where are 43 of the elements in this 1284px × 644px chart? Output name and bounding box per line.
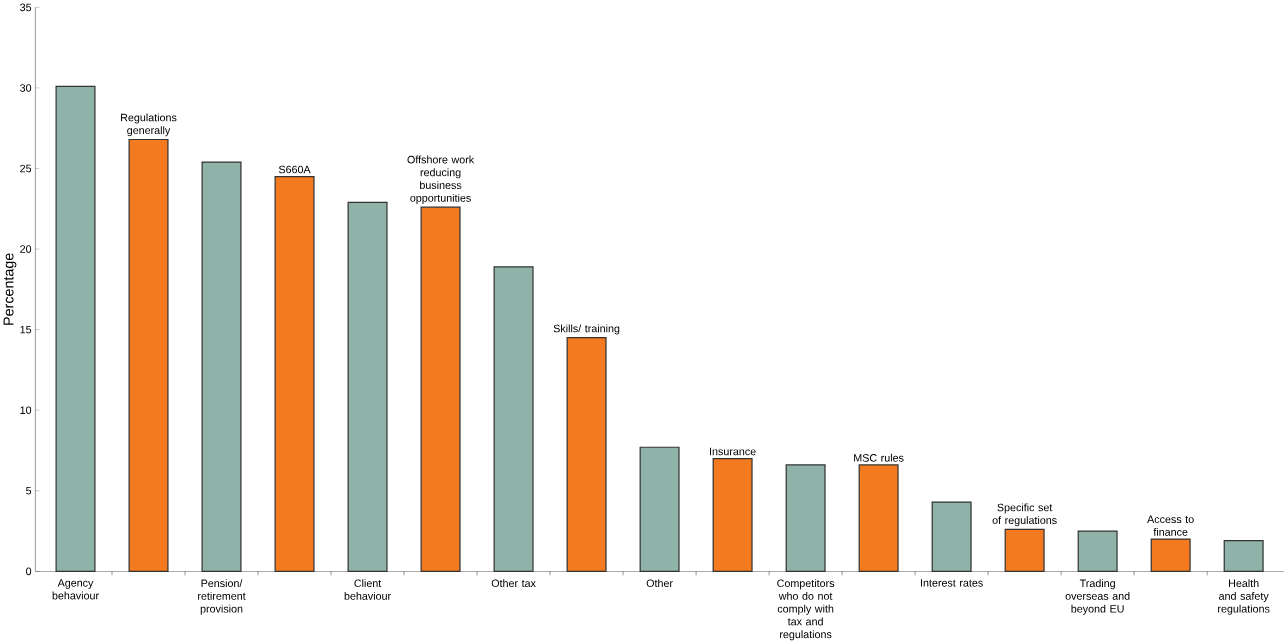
x-tick-label: Client behaviour	[344, 579, 391, 600]
y-tick-label: 35	[20, 3, 32, 12]
y-tick-label: 15	[20, 325, 32, 334]
y-tick-label: 25	[20, 164, 32, 173]
x-tick-label: Interest rates	[921, 579, 983, 587]
x-tick-label: Access to finance	[1147, 515, 1194, 536]
x-tick-label: Regulations generally	[121, 113, 177, 137]
x-tick-label: Skills/ training	[553, 324, 620, 335]
x-tick-label: Insurance	[710, 447, 756, 456]
y-tick-label: 20	[20, 245, 32, 253]
bar	[128, 138, 169, 573]
x-tick-label: Other tax	[491, 579, 536, 588]
bar	[201, 161, 242, 573]
bar	[858, 464, 899, 573]
x-tick-label: Other	[646, 579, 673, 588]
bar	[1004, 528, 1045, 573]
x-tick-label: S660A	[278, 165, 311, 174]
x-tick-label: Health and safety regulations	[1218, 579, 1270, 615]
y-axis-title: Percentage	[3, 253, 17, 325]
bar	[931, 501, 972, 573]
x-tick-label: Specific set of regulations	[992, 503, 1057, 527]
bar	[1150, 538, 1191, 573]
x-tick-label: Competitors who do not comply with tax and regulations	[777, 579, 835, 641]
bar	[639, 446, 680, 573]
bar	[420, 206, 461, 573]
bar	[1223, 540, 1264, 573]
bar	[785, 464, 826, 573]
x-tick-label: MSC rules	[854, 453, 904, 462]
y-tick-label: 0	[26, 567, 32, 576]
bar	[493, 266, 534, 573]
x-tick-label: Offshore work reducing business opportunities	[407, 155, 475, 204]
y-tick-label: 30	[20, 84, 32, 92]
x-tick-label: Trading overseas and beyond EU	[1065, 579, 1130, 615]
bar	[566, 337, 607, 573]
bar	[712, 458, 753, 573]
x-tick-label: Agency behaviour	[52, 579, 99, 600]
y-tick-label: 10	[20, 406, 32, 415]
bar	[274, 176, 315, 573]
y-tick-label: 5	[26, 487, 32, 495]
bar	[347, 201, 388, 573]
bar	[55, 85, 96, 573]
x-tick-label: Pension/ retirement provision	[198, 579, 246, 615]
bar	[1077, 530, 1118, 573]
